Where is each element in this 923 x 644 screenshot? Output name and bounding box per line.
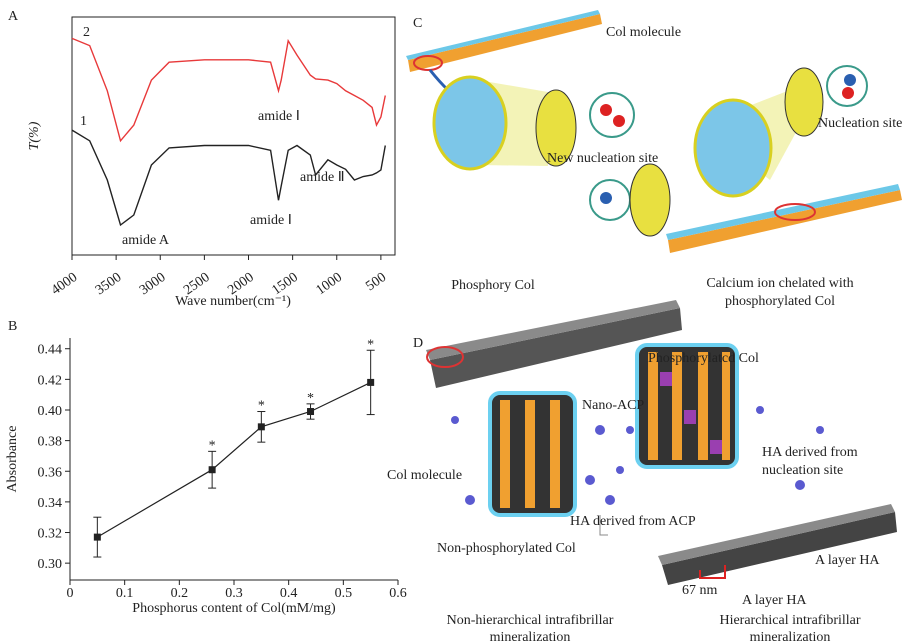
ha-crystal (660, 372, 672, 386)
y-tick-label: 0.34 (38, 496, 63, 511)
y-tick-label: 0.32 (38, 527, 63, 542)
caption: Phosphory Col (451, 278, 535, 293)
y-axis-title: T(%) (27, 121, 42, 150)
y-tick-label: 0.36 (38, 465, 63, 480)
fibril (698, 352, 708, 460)
detail-circle (590, 93, 634, 137)
label: Nucleation site (818, 116, 902, 131)
ha-crystal (684, 410, 696, 424)
fiber-top (666, 184, 900, 240)
panel-d-diagram: D Phosphorylatcd Col Nano-ACP HA derived… (387, 300, 897, 644)
ion (600, 104, 612, 116)
panel-label: C (413, 16, 422, 31)
label: Col molecule (387, 468, 462, 483)
label: Phosphorylatcd Col (648, 351, 759, 366)
annotation: amide A (122, 233, 170, 248)
significance-label: * (367, 337, 374, 352)
label: HA derived from ACP (570, 514, 696, 529)
label: Nano-ACP (582, 398, 644, 413)
label: nucleation site (762, 463, 843, 478)
panel-label: A (8, 9, 19, 24)
x-tick-label: 0.2 (171, 586, 189, 601)
fibril (500, 400, 510, 508)
ion (613, 115, 625, 127)
line-series (72, 38, 385, 140)
y-tick-label: 0.30 (38, 557, 63, 572)
ion (844, 74, 856, 86)
plot-frame (72, 17, 395, 255)
label: New nucleation site (547, 151, 658, 166)
significance-label: * (307, 391, 314, 406)
annotation: amide Ⅰ (250, 213, 292, 228)
y-axis-title: Absorbance (5, 426, 20, 493)
caption: Non-hierarchical intrafibrillar (447, 613, 614, 628)
ion (842, 87, 854, 99)
detail-circle (827, 66, 867, 106)
x-tick-label: 0.5 (335, 586, 353, 601)
x-tick-label: 0 (67, 586, 74, 601)
fibril (648, 352, 658, 460)
caption: mineralization (490, 630, 571, 644)
x-tick-label: 0.4 (280, 586, 298, 601)
zoom-ellipse (434, 77, 506, 169)
y-tick-label: 0.44 (38, 343, 63, 358)
marker (94, 534, 101, 541)
fibril (525, 400, 535, 508)
series-label: 2 (83, 25, 90, 40)
x-tick-label: 1000 (314, 270, 346, 298)
panel-c-diagram: C Col molecule New nucleation site Nucle… (406, 10, 902, 309)
annotation: amide Ⅱ (300, 170, 345, 185)
marker (209, 466, 216, 473)
y-tick-label: 0.42 (38, 373, 63, 388)
x-tick-label: 3500 (93, 270, 125, 298)
zoom-ellipse (630, 164, 670, 236)
fiber-top (406, 10, 600, 60)
x-axis-title: Phosphorus content of Col(mM/mg) (132, 601, 336, 616)
label: A layer HA (742, 593, 807, 608)
caption: Calcium ion chelated with (706, 276, 853, 291)
annotation: amide Ⅰ (258, 109, 300, 124)
panel-label: B (8, 319, 17, 334)
ion (600, 192, 612, 204)
significance-label: * (258, 399, 265, 414)
x-tick-label: 500 (363, 270, 389, 294)
label: Col molecule (606, 25, 681, 40)
marker (307, 408, 314, 415)
zoom-ellipse (695, 100, 771, 196)
caption: mineralization (750, 630, 831, 644)
caption: phosphorylated Col (725, 294, 835, 309)
x-tick-label: 4000 (49, 270, 81, 298)
caption: Hierarchical intrafibrillar (719, 613, 860, 628)
ha-crystal (710, 440, 722, 454)
x-tick-label: 0.6 (389, 586, 407, 601)
fiber (668, 190, 902, 253)
fibril (672, 352, 682, 460)
y-tick-label: 0.38 (38, 435, 63, 450)
significance-label: * (209, 438, 216, 453)
label: A layer HA (815, 553, 880, 568)
label: 67 nm (682, 583, 718, 598)
x-tick-label: 3000 (137, 270, 169, 298)
line-series (97, 382, 370, 537)
fibril (722, 352, 730, 460)
label: Non-phosphorylated Col (437, 541, 576, 556)
label: HA derived from (762, 445, 858, 460)
x-tick-label: 0.3 (225, 586, 243, 601)
marker (367, 379, 374, 386)
fiber (408, 14, 602, 72)
marker (258, 423, 265, 430)
series-label: 1 (80, 114, 87, 129)
panel-label: D (413, 336, 423, 351)
fibril (550, 400, 560, 508)
y-tick-label: 0.40 (38, 404, 63, 419)
x-tick-label: 0.1 (116, 586, 134, 601)
figure: C Col molecule New nucleation site Nucle… (0, 0, 923, 644)
